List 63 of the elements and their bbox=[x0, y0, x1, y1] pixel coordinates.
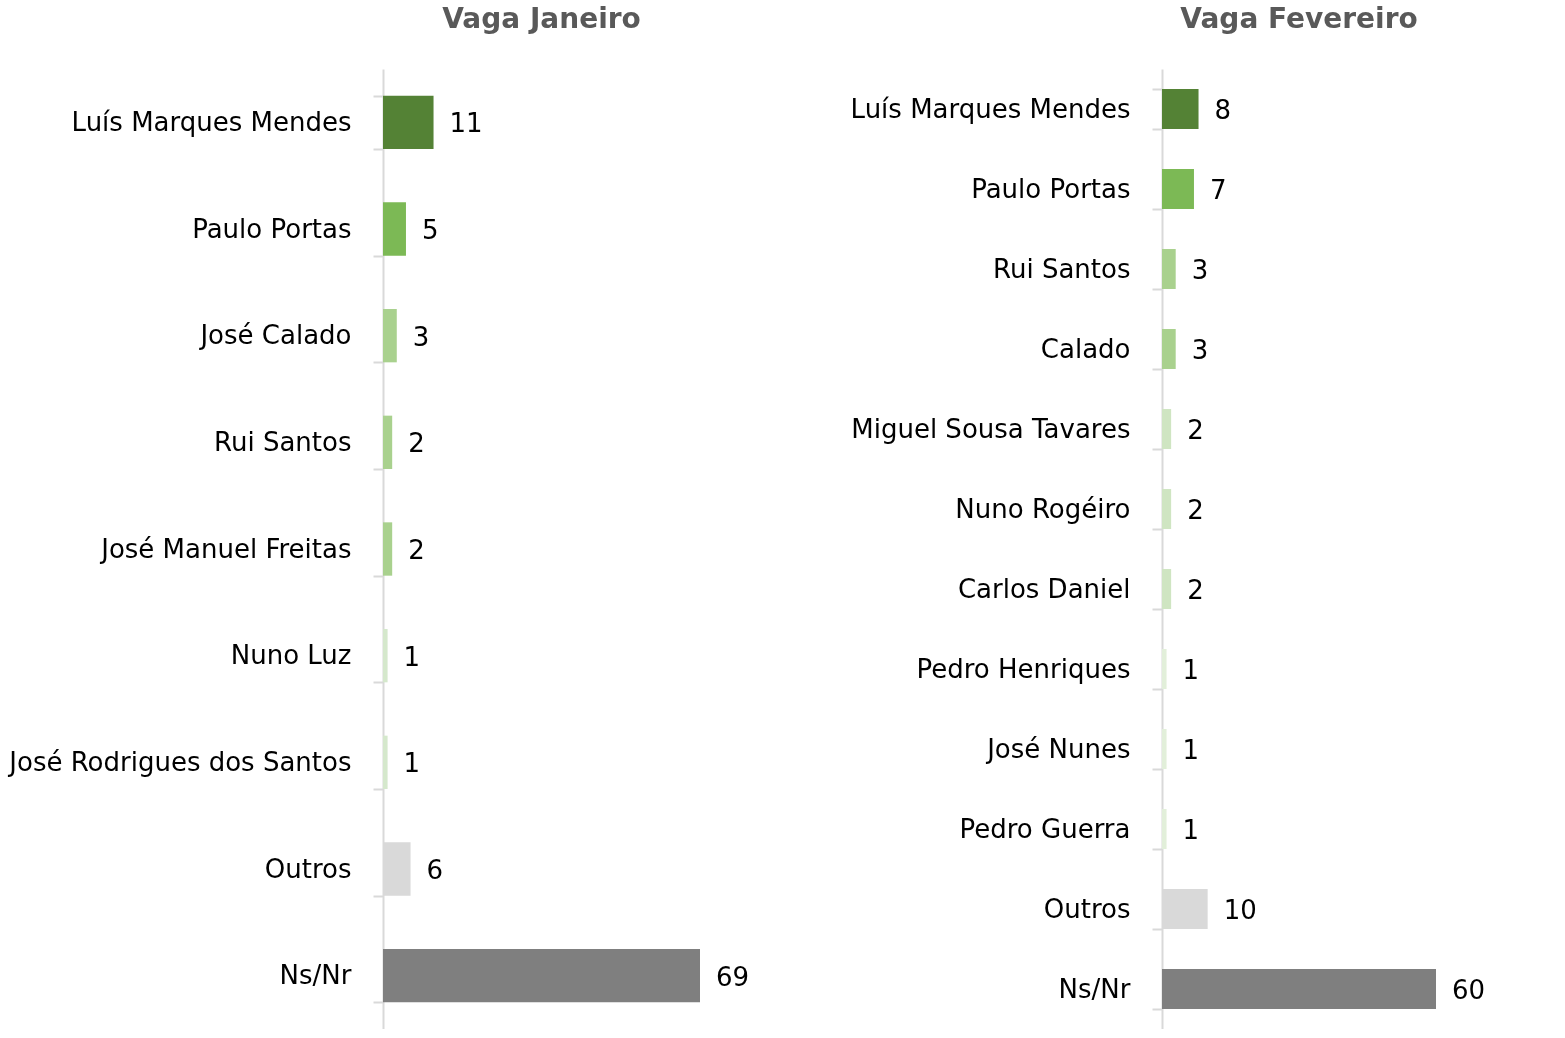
bar bbox=[1162, 809, 1167, 849]
y-tick-label: Luís Marques Mendes bbox=[71, 106, 352, 137]
bar bbox=[383, 202, 406, 256]
data-label: 3 bbox=[412, 321, 430, 352]
data-label: 1 bbox=[1182, 735, 1200, 765]
bar bbox=[1162, 169, 1194, 209]
data-label: 2 bbox=[1187, 495, 1204, 525]
y-tick-label: Carlos Daniel bbox=[957, 573, 1131, 604]
data-label: 1 bbox=[1182, 815, 1200, 845]
data-label: 6 bbox=[426, 855, 444, 885]
y-tick-label: Ns/Nr bbox=[1058, 973, 1131, 1004]
y-tick-label: José Nunes bbox=[985, 733, 1131, 764]
bar bbox=[1162, 409, 1172, 449]
y-tick-label: Pedro Henriques bbox=[916, 653, 1131, 684]
bar bbox=[1162, 729, 1167, 769]
bar bbox=[383, 629, 388, 683]
y-tick-label: Rui Santos bbox=[214, 426, 352, 457]
y-tick-label: Outros bbox=[1043, 893, 1131, 924]
y-tick-label: Paulo Portas bbox=[971, 173, 1131, 204]
y-tick-label: Outros bbox=[264, 853, 352, 884]
bar bbox=[383, 949, 700, 1003]
bar bbox=[383, 95, 434, 149]
chart-title: Vaga Fevereiro bbox=[1180, 2, 1418, 35]
bar bbox=[1162, 329, 1176, 369]
data-label: 10 bbox=[1223, 895, 1257, 925]
data-label: 60 bbox=[1452, 975, 1486, 1005]
data-label: 1 bbox=[403, 748, 421, 779]
y-tick-label: Rui Santos bbox=[993, 253, 1131, 284]
data-label: 2 bbox=[408, 428, 425, 459]
y-tick-label: Paulo Portas bbox=[192, 213, 352, 244]
y-tick-label: Miguel Sousa Tavares bbox=[851, 413, 1131, 444]
data-label: 2 bbox=[1187, 415, 1204, 445]
y-tick-label: Pedro Guerra bbox=[959, 813, 1131, 844]
y-tick-label: Luís Marques Mendes bbox=[850, 93, 1131, 124]
bar bbox=[383, 735, 388, 789]
bar bbox=[383, 522, 393, 576]
data-label: 2 bbox=[1187, 575, 1204, 605]
bar bbox=[1162, 489, 1172, 529]
data-label: 3 bbox=[1191, 335, 1209, 365]
data-label: 11 bbox=[449, 108, 483, 139]
y-tick-label: José Calado bbox=[198, 320, 352, 351]
bar bbox=[1162, 969, 1436, 1009]
bar bbox=[1162, 649, 1167, 689]
data-label: 7 bbox=[1209, 175, 1227, 205]
bar bbox=[383, 415, 393, 469]
data-label: 69 bbox=[716, 961, 750, 992]
data-label: 1 bbox=[1182, 655, 1200, 685]
y-tick-label: Calado bbox=[1040, 333, 1131, 364]
bar bbox=[383, 309, 397, 363]
data-label: 3 bbox=[1191, 255, 1209, 285]
data-label: 5 bbox=[421, 215, 439, 245]
data-label: 1 bbox=[403, 641, 421, 672]
y-tick-label: Nuno Rogéiro bbox=[955, 493, 1131, 524]
y-tick-label: Nuno Luz bbox=[230, 640, 352, 671]
chart-title: Vaga Janeiro bbox=[442, 2, 641, 35]
y-tick-label: José Rodrigues dos Santos bbox=[7, 746, 352, 777]
y-tick-label: Ns/Nr bbox=[279, 960, 352, 991]
bar bbox=[1162, 249, 1176, 289]
bar bbox=[1162, 569, 1172, 609]
data-label: 8 bbox=[1214, 95, 1232, 125]
bar bbox=[1162, 89, 1199, 129]
y-tick-label: José Manuel Freitas bbox=[99, 533, 352, 564]
data-label: 2 bbox=[408, 535, 425, 565]
